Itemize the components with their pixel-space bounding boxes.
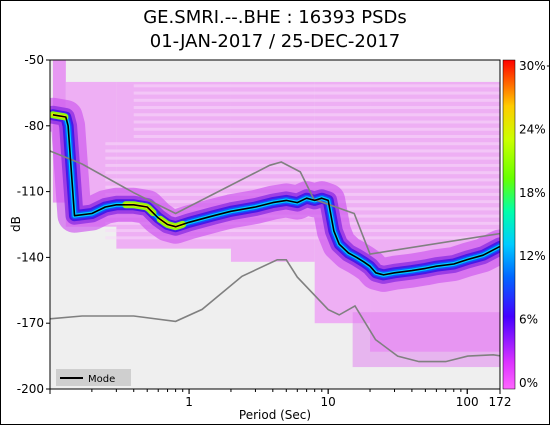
noise-model-nhnm [50, 150, 500, 255]
mode-line [52, 114, 500, 276]
density-streak [105, 156, 500, 160]
colorbar-label: 24% [519, 122, 546, 136]
density-streak [133, 120, 500, 124]
y-tick-label: -50 [24, 53, 44, 67]
density-streak [105, 236, 500, 240]
colorbar-ticks: 30%+ 24% 18% 12% 6% 0% [519, 59, 550, 390]
chart-title: GE.SMRI.--.BHE : 16393 PSDs [143, 7, 407, 28]
x-tick-label: 10 [321, 395, 336, 409]
density-streak [105, 163, 500, 167]
density-streak [133, 98, 500, 102]
density-streak [105, 221, 500, 225]
x-axis: 1 10 100 172 [49, 389, 512, 409]
density-streak [105, 229, 500, 233]
colorbar-label: 30%+ [519, 59, 550, 73]
density-band [352, 312, 500, 368]
density-streak [105, 171, 500, 175]
density-streak [133, 106, 500, 110]
x-tick-label: 172 [489, 395, 512, 409]
colorbar-label: 18% [519, 186, 546, 200]
x-axis-label: Period (Sec) [239, 408, 311, 422]
legend-box [56, 369, 131, 386]
density-streak [105, 178, 500, 182]
y-axis-label: dB [9, 216, 23, 232]
legend: Mode [56, 369, 131, 386]
noise-models [50, 150, 500, 363]
noise-model-nlnm [50, 258, 500, 363]
density-streak [105, 142, 500, 146]
density-streak [105, 149, 500, 153]
y-tick-label: -110 [17, 185, 44, 199]
legend-mode-label: Mode [88, 374, 115, 385]
density-streak [133, 91, 500, 95]
y-tick-label: -200 [17, 382, 44, 396]
y-tick-label: -170 [17, 316, 44, 330]
density-streak [133, 84, 500, 88]
y-tick-label: -80 [24, 119, 44, 133]
y-axis: -50 -80 -110 -140 -170 -200 [17, 53, 50, 396]
density-streak [133, 127, 500, 131]
y-tick-label: -140 [17, 250, 44, 264]
density-streak [133, 113, 500, 117]
colorbar-label: 0% [519, 376, 538, 390]
x-tick-label: 100 [456, 395, 479, 409]
density-streak [133, 134, 500, 138]
plot-border [49, 59, 501, 390]
mode-layer [52, 114, 500, 276]
colorbar [502, 59, 516, 390]
x-tick-label: 1 [185, 395, 193, 409]
colorbar-label: 6% [519, 313, 538, 327]
colorbar-label: 12% [519, 249, 546, 263]
chart-subtitle: 01-JAN-2017 / 25-DEC-2017 [149, 31, 401, 52]
